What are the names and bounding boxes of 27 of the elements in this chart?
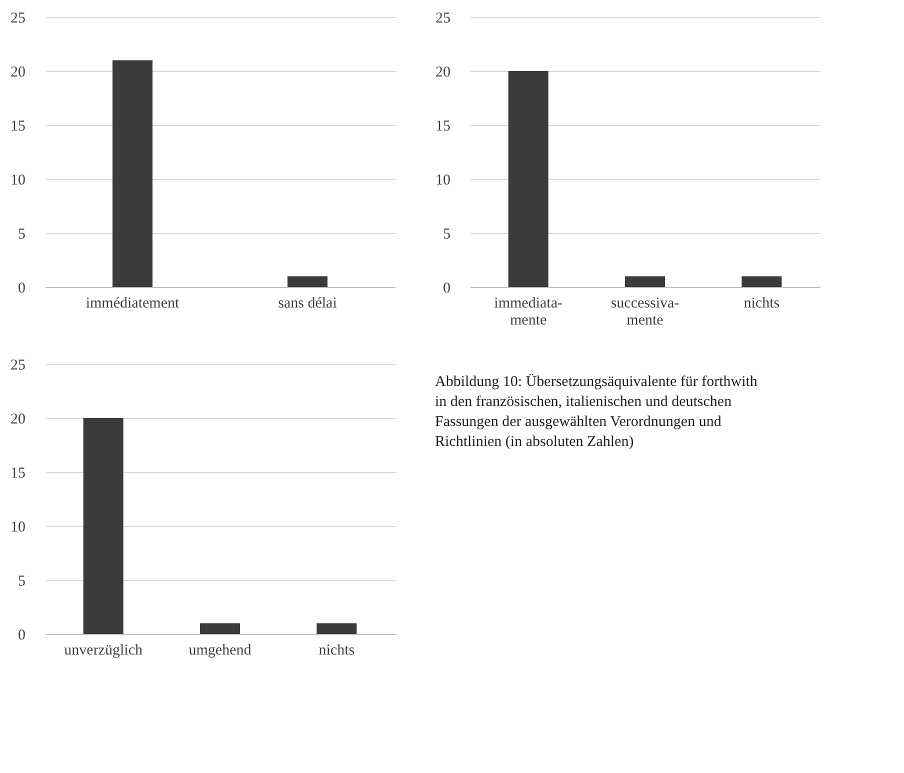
x-tick-label: immédiatement <box>86 296 180 312</box>
y-tick-label: 0 <box>443 280 450 296</box>
x-tick-label: nichts <box>318 642 355 658</box>
y-tick-label: 0 <box>18 280 26 296</box>
y-tick-label: 25 <box>10 358 26 374</box>
y-tick-label: 10 <box>436 172 450 188</box>
x-tick-label: successiva- mente <box>610 296 680 328</box>
text: Abbildung 10: Übersetzungsäquivalente für forthwith in den französischen, italienischen und deutschen Fassungen der ausgewählten Verordnungen und Richtlinien (in absoluten Zahlen) <box>435 373 758 450</box>
y-tick-label: 15 <box>10 466 26 482</box>
x-tick-label: nichts <box>744 296 780 312</box>
y-tick-label: 5 <box>443 226 450 242</box>
y-tick-label: 15 <box>10 118 26 134</box>
y-tick-label: 5 <box>18 226 26 242</box>
x-tick-label: umgehend <box>188 642 252 658</box>
y-tick-label: 0 <box>18 628 26 644</box>
y-tick-label: 5 <box>18 574 26 590</box>
y-tick-label: 20 <box>436 64 450 80</box>
x-tick-label: immediata- mente <box>494 296 562 328</box>
y-tick-label: 15 <box>436 118 450 134</box>
y-tick-label: 25 <box>436 10 450 26</box>
y-tick-label: 20 <box>10 412 26 428</box>
y-tick-label: 25 <box>10 10 26 26</box>
x-tick-label: sans délai <box>278 296 337 312</box>
y-tick-label: 10 <box>10 172 26 188</box>
x-tick-label: unverzüglich <box>64 642 143 658</box>
y-tick-label: 20 <box>10 64 26 80</box>
y-tick-label: 10 <box>10 520 26 536</box>
